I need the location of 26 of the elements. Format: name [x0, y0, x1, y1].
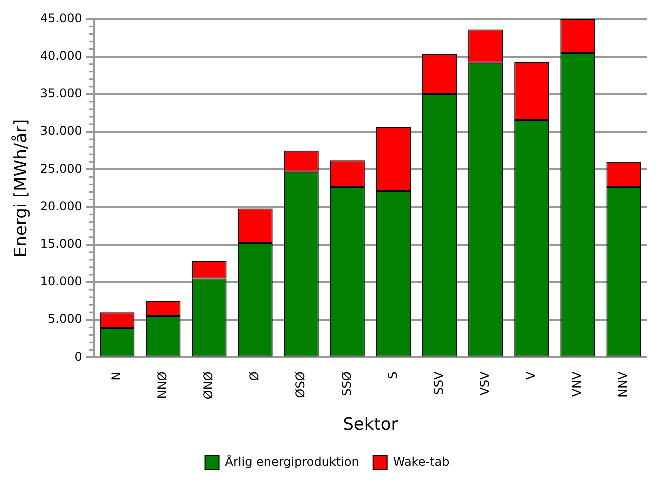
x-tick-label: SSV [432, 370, 446, 396]
x-tick-label: S [386, 372, 400, 380]
y-tick-label: 25.000 [40, 162, 82, 176]
legend-label: Årlig energiproduktion [225, 454, 360, 470]
y-axis-title: Energi [MWh/år] [12, 119, 32, 258]
x-tick-label: VNV [570, 370, 584, 398]
y-tick-label: 35.000 [40, 86, 82, 101]
y-tick-label: 20.000 [40, 199, 82, 214]
y-tick-label: 40.000 [40, 48, 82, 63]
x-tick-label: ØNØ [202, 372, 216, 400]
x-tick-label: N [110, 372, 124, 381]
y-tick-label: 30.000 [40, 124, 82, 138]
x-tick-label: VSV [478, 370, 492, 396]
x-tick-label: NNV [616, 370, 630, 398]
y-tick-label: 15.000 [40, 237, 82, 252]
x-tick-label: NNØ [156, 372, 170, 400]
x-tick-label: Ø [248, 372, 262, 382]
y-tick-label: 45.000 [40, 11, 82, 26]
legend-label: Wake-tab [393, 455, 450, 470]
x-tick-label: SSØ [340, 372, 354, 396]
y-tick-label: 10.000 [40, 274, 82, 289]
y-tick-label: 0 [74, 350, 82, 364]
y-tick-label: 5.000 [48, 312, 82, 326]
x-tick-label: V [524, 370, 538, 380]
x-tick-label: ØSØ [294, 372, 308, 398]
x-axis-title: Sektor [343, 415, 398, 436]
